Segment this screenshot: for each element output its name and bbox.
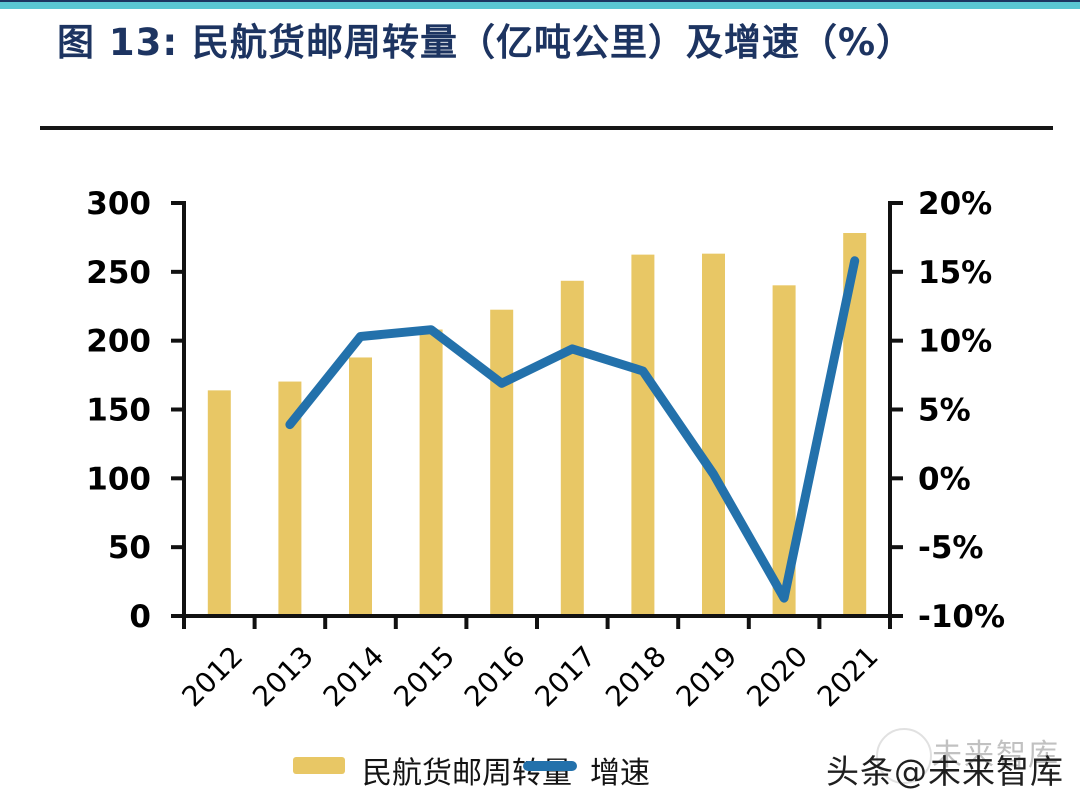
legend-bar-swatch [293,757,345,774]
left-tick-label: 300 [86,186,151,222]
growth-line [285,256,860,603]
left-tick-label: 0 [129,599,151,635]
watermark-logo-ghost [876,728,932,784]
legend-line-swatch [523,761,577,771]
legend-label-growth: 增速 [590,756,650,791]
x-tick-label-2012: 2012 [176,640,250,714]
right-tick-label: 5% [918,393,971,429]
top-accent-strip [0,0,1080,9]
right-tick-label: 15% [918,255,992,291]
x-tick-label-2020: 2020 [740,640,814,714]
bar-2016 [490,309,514,616]
watermark-text: 头条@未来智库 [826,752,1064,791]
left-tick-label: 200 [86,324,151,360]
bar-2021 [843,233,867,616]
x-tick-label-2015: 2015 [387,640,461,714]
x-tick-label-2016: 2016 [458,640,532,714]
left-tick-label: 150 [86,393,151,429]
left-tick-label: 250 [86,255,151,291]
left-tick-label: 50 [108,530,151,566]
right-tick-label: -10% [918,599,1005,635]
bar-2015 [419,329,443,616]
bar-2014 [349,357,372,616]
x-tick-label-2014: 2014 [317,640,391,714]
x-tick-label-2021: 2021 [811,640,885,714]
x-tick-label-2013: 2013 [246,640,320,714]
bar-2013 [278,381,302,616]
bar-2012 [207,390,231,616]
right-tick-label: -5% [918,530,984,566]
right-tick-label: 0% [918,461,971,497]
bar-2017 [560,280,584,616]
right-axis-ticks: -10% -5% 0% 5% 10% 15% 20% [890,186,1005,635]
bars-group [207,233,867,617]
x-tick-label-2019: 2019 [670,640,744,714]
title-separator-rule [40,126,1053,130]
watermark-ghost-text: 未来智库 [932,738,1060,773]
figure-title: 图 13: 民航货邮周转量（亿吨公里）及增速（%） [57,21,915,64]
x-tick-label-2017: 2017 [529,640,603,714]
x-tick-label-2018: 2018 [599,640,673,714]
bar-2019 [702,253,725,617]
bar-2018 [631,254,655,616]
left-axis-ticks: 0 50 100 150 200 250 300 [86,186,184,635]
bar-2020 [772,285,796,616]
right-tick-label: 10% [918,324,992,360]
right-tick-label: 20% [918,186,992,222]
x-axis-ticks [182,616,892,629]
left-tick-label: 100 [86,461,151,497]
